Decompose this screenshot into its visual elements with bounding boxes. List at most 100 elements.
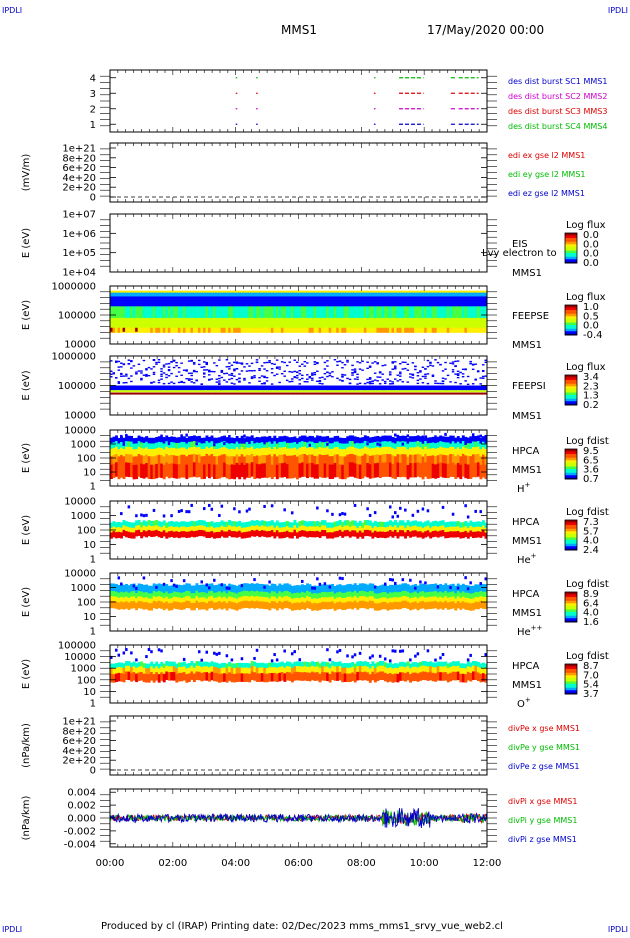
spectrogram-cell: [336, 531, 339, 537]
spectrogram-cell: [389, 530, 392, 536]
spectrogram-cell: [183, 436, 186, 442]
spectrogram-cell: [251, 601, 254, 608]
spectrogram-cell: [306, 374, 309, 375]
spectrogram-cell: [306, 437, 309, 443]
spectrogram-cell: [283, 362, 286, 363]
spectrogram-cell: [153, 596, 156, 601]
spectrogram-cell: [452, 531, 455, 537]
y-tick-label: 2: [90, 104, 96, 115]
spectrogram-cell: [316, 577, 319, 580]
spectrogram-cell: [329, 586, 332, 589]
spectrogram-cell: [324, 455, 327, 464]
spectrogram-cell: [248, 448, 251, 456]
spectrogram-cell: [376, 362, 379, 363]
spectrogram-cell: [168, 599, 171, 604]
spectrogram-cell: [464, 593, 467, 599]
spectrogram-cell: [221, 390, 224, 392]
spectrogram-cell: [424, 306, 427, 318]
spectrogram-cell: [397, 585, 400, 593]
spectrogram-cell: [130, 381, 133, 382]
spectrogram-cell: [369, 464, 372, 478]
spectrogram-cell: [474, 306, 477, 318]
spectrogram-cell: [324, 582, 327, 585]
spectrogram-cell: [299, 531, 302, 537]
spectrogram-cell: [248, 365, 251, 366]
spectrogram-cell: [361, 318, 364, 328]
spectrogram-cell: [180, 381, 183, 382]
spectrogram-cell: [263, 526, 266, 531]
spectrogram-cell: [364, 591, 367, 597]
header-date: 17/May/2020 00:00: [427, 23, 544, 37]
spectrogram-cell: [251, 386, 254, 391]
spectrogram-cell: [427, 360, 430, 361]
spectrogram-cell: [296, 449, 299, 457]
spectrogram-cell: [226, 448, 229, 456]
spectrogram-cell: [314, 361, 317, 362]
spectrogram-cell: [200, 438, 203, 444]
spectrogram-cell: [133, 584, 136, 587]
spectrogram-cell: [414, 455, 417, 464]
spectrogram-cell: [203, 291, 206, 293]
spectrogram-cell: [437, 522, 440, 528]
spectrogram-cell: [459, 602, 462, 609]
spectrogram-cell: [140, 455, 143, 464]
spectrogram-cell: [331, 306, 334, 318]
spectrogram-cell: [183, 455, 186, 464]
spectrogram-cell: [251, 436, 254, 439]
spectrogram-cell: [281, 592, 284, 598]
spectrogram-cell: [125, 597, 128, 602]
spectrogram-cell: [218, 291, 221, 293]
spectrogram-cell: [123, 375, 126, 376]
spectrogram-cell: [462, 318, 465, 328]
spectrogram-cell: [356, 374, 359, 375]
spectrogram-cell: [185, 465, 188, 479]
spectrogram-cell: [442, 328, 445, 333]
spectrogram-cell: [399, 390, 402, 392]
spectrogram-cell: [175, 449, 178, 457]
spectrogram-cell: [185, 583, 188, 591]
spectrogram-cell: [190, 436, 193, 442]
spectrogram-cell: [449, 363, 452, 364]
spectrogram-cell: [268, 306, 271, 318]
spectrogram-cell: [339, 584, 342, 592]
spectrogram-cell: [309, 454, 312, 463]
spectrogram-cell: [271, 306, 274, 318]
spectrogram-cell: [150, 465, 153, 479]
spectrogram-cell: [185, 378, 188, 379]
spectrogram-cell: [344, 386, 347, 391]
spacecraft-label: MMS1: [512, 268, 542, 279]
spectrogram-cell: [462, 393, 465, 395]
spectrogram-cell: [291, 456, 294, 465]
spectrogram-cell: [236, 386, 239, 391]
spectrogram-cell: [203, 443, 206, 449]
spectrogram-cell: [394, 602, 397, 609]
spectrogram-cell: [140, 378, 143, 379]
header-spacecraft: MMS1: [281, 23, 317, 37]
spectrogram-cell: [190, 531, 193, 537]
spectrogram-cell: [133, 465, 136, 479]
spectrogram-cell: [153, 372, 156, 373]
spectrogram-cell: [457, 328, 460, 333]
spectrogram-cell: [479, 390, 482, 392]
spectrogram-cell: [467, 449, 470, 457]
spectrogram-cell: [283, 532, 286, 538]
spectrogram-cell: [135, 465, 138, 479]
spectrogram-cell: [296, 375, 299, 376]
corner-label-tl: IPDLI: [2, 6, 22, 15]
spectrogram-cell: [404, 362, 407, 363]
spectrogram-cell: [120, 306, 123, 318]
spectrogram-cell: [263, 393, 266, 395]
spectrogram-cell: [457, 587, 460, 590]
spectrogram-cell: [155, 362, 158, 363]
spectrogram-cell: [246, 328, 249, 333]
spectrogram-cell: [188, 380, 191, 381]
spectrogram-cell: [118, 444, 121, 450]
spectrogram-cell: [138, 583, 141, 591]
spectrogram-cell: [361, 390, 364, 392]
spectrogram-cell: [200, 390, 203, 392]
spectrogram-cell: [404, 447, 407, 455]
spectrogram-cell: [419, 531, 422, 537]
spectrogram-cell: [223, 463, 226, 477]
spectrogram-cell: [241, 597, 244, 602]
